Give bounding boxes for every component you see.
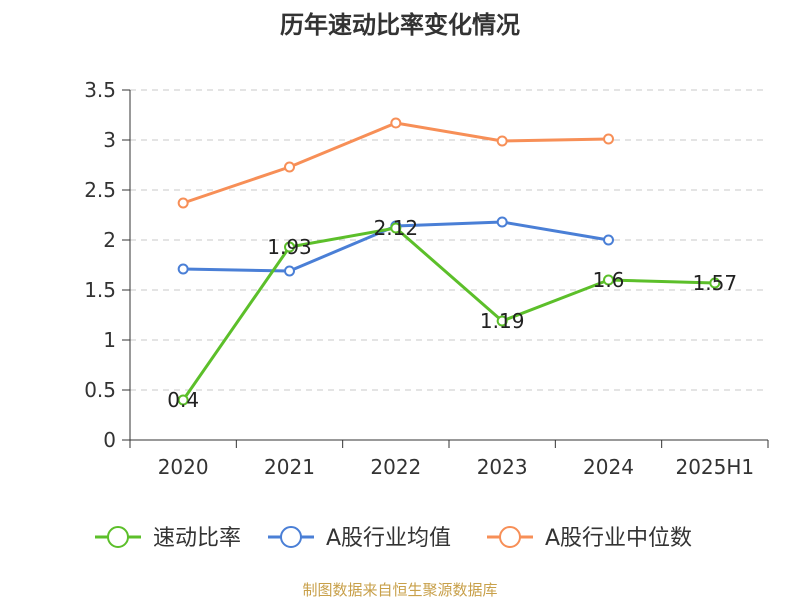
legend-marker xyxy=(107,526,129,548)
y-tick-label: 0 xyxy=(103,428,116,452)
data-point[interactable] xyxy=(284,161,295,173)
y-tick-label: 3.5 xyxy=(84,78,116,102)
legend-label: A股行业中位数 xyxy=(545,526,692,551)
gridlines xyxy=(130,89,768,391)
legend-item-2[interactable]: A股行业中位数 xyxy=(487,526,692,551)
data-labels: 0.4 1.93 2.12 1.19 1.6 1.57 xyxy=(167,216,737,412)
x-tick-label: 2022 xyxy=(370,455,421,479)
legend-marker xyxy=(499,526,521,548)
legend-label: 速动比率 xyxy=(153,526,241,551)
chart-title: 历年速动比率变化情况 xyxy=(280,11,520,39)
legend-item-1[interactable]: A股行业均值 xyxy=(268,526,451,551)
data-point[interactable] xyxy=(496,135,508,147)
y-tick-label: 3 xyxy=(103,128,116,152)
x-tick-label: 2024 xyxy=(583,455,634,479)
data-label: 0.4 xyxy=(167,388,199,412)
data-point[interactable] xyxy=(603,234,614,246)
x-tick-label: 2023 xyxy=(477,455,528,479)
x-tick-label: 2025H1 xyxy=(675,455,754,479)
data-label: 1.93 xyxy=(267,235,312,259)
data-point[interactable] xyxy=(177,197,189,209)
data-point[interactable] xyxy=(284,241,295,253)
source-note: 制图数据来自恒生聚源数据库 xyxy=(302,581,497,599)
data-point[interactable] xyxy=(390,222,402,234)
data-point[interactable] xyxy=(603,133,614,145)
data-label: 1.6 xyxy=(593,268,625,292)
legend-item-0[interactable]: 速动比率 xyxy=(95,526,241,551)
x-tick-label: 2020 xyxy=(158,455,209,479)
y-tick-label: 0.5 xyxy=(84,378,116,402)
data-point[interactable] xyxy=(177,394,189,406)
data-point[interactable] xyxy=(603,274,614,286)
data-point[interactable] xyxy=(177,263,189,275)
data-point[interactable] xyxy=(709,277,721,289)
series-layer xyxy=(177,117,721,406)
x-tick-label: 2021 xyxy=(264,455,315,479)
legend-label: A股行业均值 xyxy=(326,526,451,551)
y-tick-label: 2.5 xyxy=(84,178,116,202)
data-label: 1.19 xyxy=(480,309,525,333)
axes: 0 0.5 1 1.5 2 2.5 3 3.5 2020 2021 2022 2023 2024 2025… xyxy=(84,78,769,479)
series-line-2 xyxy=(182,121,609,205)
legend[interactable]: 速动比率 A股行业均值 A股行业中位数 xyxy=(95,526,692,551)
legend-marker xyxy=(280,526,302,548)
data-label: 2.12 xyxy=(374,216,419,240)
series-line-0 xyxy=(181,226,715,401)
y-tick-label: 1 xyxy=(103,328,116,352)
data-point[interactable] xyxy=(496,216,508,228)
data-label: 1.57 xyxy=(693,271,738,295)
data-point[interactable] xyxy=(496,315,508,327)
y-tick-label: 1.5 xyxy=(84,278,116,302)
data-point[interactable] xyxy=(390,117,402,129)
data-point[interactable] xyxy=(284,265,295,277)
y-tick-label: 2 xyxy=(103,228,116,252)
